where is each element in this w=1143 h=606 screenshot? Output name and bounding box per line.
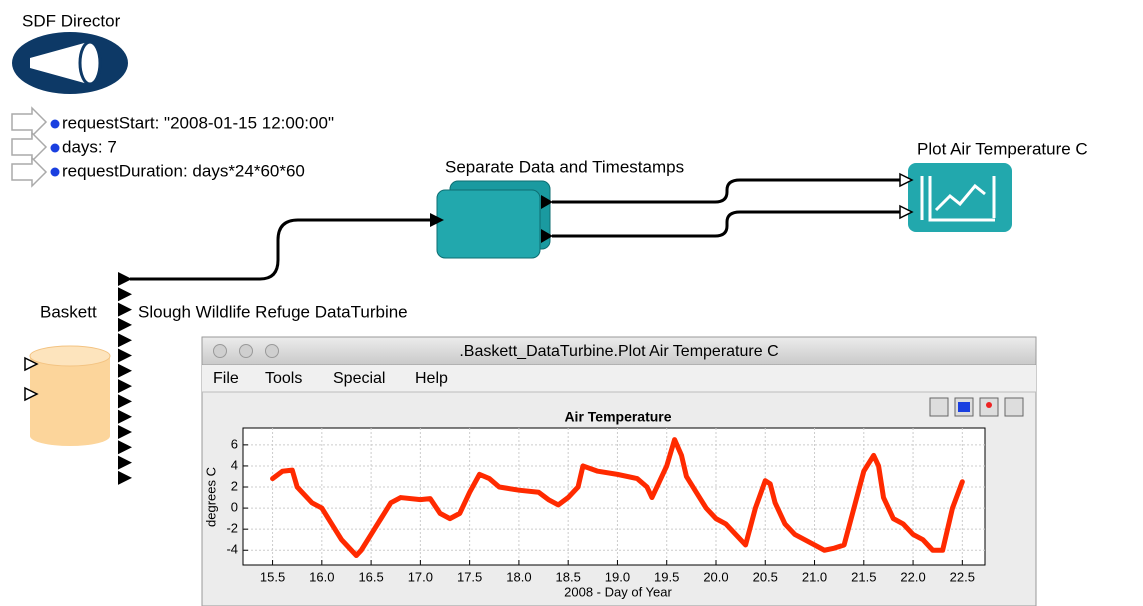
port	[118, 409, 132, 424]
x-tick-label: 17.5	[457, 569, 482, 584]
port	[118, 287, 132, 302]
x-axis-label: 2008 - Day of Year	[564, 584, 672, 599]
port	[118, 348, 132, 363]
port	[118, 455, 132, 470]
x-tick-label: 21.5	[851, 569, 876, 584]
actor-label: Separate Data and Timestamps	[445, 157, 684, 176]
y-axis-label: degrees C	[203, 467, 218, 527]
x-tick-label: 20.5	[753, 569, 778, 584]
port	[118, 272, 132, 286]
data-line	[270, 437, 965, 559]
x-tick-label: 16.5	[358, 569, 383, 584]
actor-label: Baskett	[40, 302, 97, 321]
y-tick-label: 0	[231, 500, 238, 515]
menu-item[interactable]: Help	[415, 370, 448, 387]
parameter-dot	[50, 143, 60, 153]
director-icon[interactable]	[12, 32, 128, 94]
output-ports	[118, 272, 132, 485]
y-tick-label: 4	[231, 457, 238, 472]
x-tick-label: 22.5	[950, 569, 975, 584]
port	[118, 363, 132, 378]
x-tick-label: 15.5	[260, 569, 285, 584]
y-tick-label: -4	[226, 542, 238, 557]
y-tick-label: 6	[231, 436, 238, 451]
port	[118, 425, 132, 439]
chart-title: Air Temperature	[564, 409, 671, 425]
x-tick-label: 19.0	[605, 569, 630, 584]
parameter[interactable]: days: 7	[62, 137, 117, 156]
menu-item[interactable]: Special	[333, 370, 385, 387]
window-title: .Baskett_DataTurbine.Plot Air Temperatur…	[459, 343, 778, 360]
x-tick-label: 19.5	[654, 569, 679, 584]
plot-window	[201, 336, 1037, 606]
port	[118, 333, 132, 348]
port	[118, 394, 132, 409]
parameter[interactable]: requestStart: "2008-01-15 12:00:00"	[62, 113, 334, 132]
source-actor[interactable]	[24, 345, 111, 446]
x-tick-label: 18.0	[506, 569, 531, 584]
port	[118, 379, 132, 394]
port	[118, 470, 132, 485]
x-tick-label: 16.0	[309, 569, 334, 584]
port	[118, 317, 132, 332]
plot-area: 15.5 16.0 16.5 17.0 17.5 18.0 18.5 19.0 19.5 20.0…	[226, 428, 985, 584]
wires	[130, 178, 902, 281]
parameter-dot	[50, 167, 60, 177]
parameter-dot	[50, 119, 60, 129]
actor-label: Plot Air Temperature C	[917, 139, 1088, 158]
x-tick-label: 18.5	[556, 569, 581, 584]
menu-item[interactable]: Tools	[265, 370, 302, 387]
director-label: SDF Director	[22, 11, 121, 30]
parameter[interactable]: requestDuration: days*24*60*60	[62, 161, 305, 180]
x-tick-label: 22.0	[900, 569, 925, 584]
port	[118, 302, 132, 317]
x-tick-label: 17.0	[408, 569, 433, 584]
x-tick-label: 21.0	[802, 569, 827, 584]
parameter-ports	[11, 106, 48, 188]
menu-item[interactable]: File	[213, 370, 239, 387]
y-tick-label: -2	[226, 521, 238, 536]
separate-actor[interactable]	[430, 180, 553, 259]
plot-actor[interactable]	[899, 163, 1012, 232]
actor-label: Slough Wildlife Refuge DataTurbine	[138, 302, 408, 321]
port	[118, 440, 132, 455]
x-tick-label: 20.0	[703, 569, 728, 584]
y-tick-label: 2	[231, 478, 238, 493]
